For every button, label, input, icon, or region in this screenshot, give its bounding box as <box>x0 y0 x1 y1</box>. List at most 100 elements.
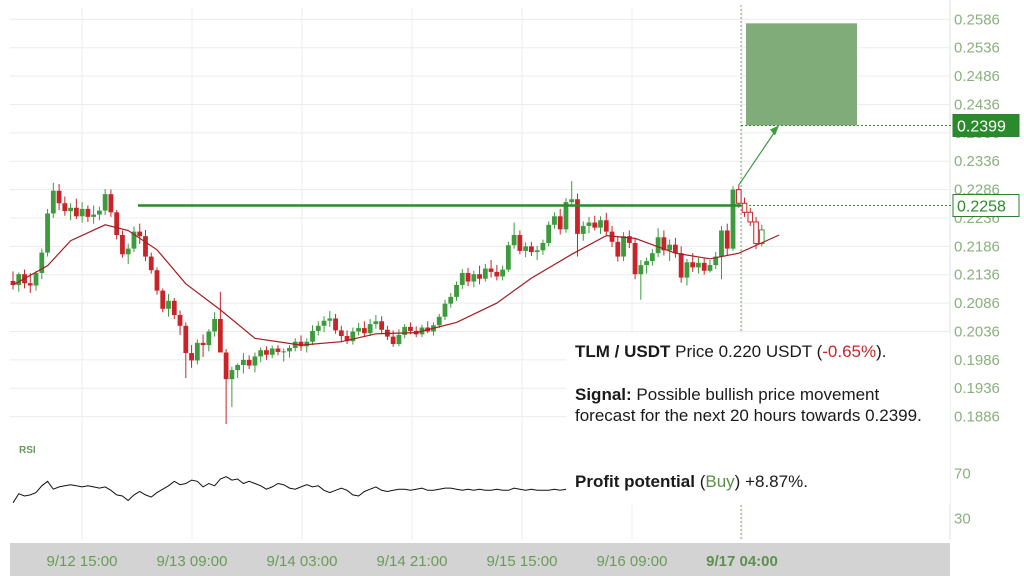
y-tick-label: 0.2536 <box>954 40 1000 57</box>
candle-body <box>39 252 45 274</box>
y-tick-label: 0.2436 <box>954 96 1000 113</box>
candle-body <box>638 265 644 275</box>
candle-body <box>632 242 638 275</box>
candle-body <box>511 235 517 246</box>
candle-body <box>120 235 125 255</box>
candle-body <box>408 326 413 331</box>
profit-open: ( <box>699 472 706 491</box>
candle-body <box>735 189 742 204</box>
candle-body <box>396 334 402 344</box>
y-tick-label: 0.2336 <box>954 153 1000 170</box>
candle-body <box>246 359 252 366</box>
candle-body <box>298 341 304 347</box>
candle-body <box>356 328 361 332</box>
candle-body <box>696 262 701 268</box>
candle-body <box>79 208 85 217</box>
rsi-tick-label: 30 <box>954 511 971 528</box>
candle-body <box>367 324 373 334</box>
candle-body <box>50 190 56 214</box>
moving-average-layer <box>12 224 780 346</box>
candle-body <box>684 262 690 278</box>
candle-body <box>505 245 511 270</box>
candle-body <box>494 271 500 277</box>
candle-body <box>644 261 649 266</box>
candle-body <box>321 320 327 326</box>
profit-action: Buy <box>705 472 735 491</box>
candle-body <box>154 270 160 291</box>
candle-body <box>333 318 338 331</box>
candle-body <box>730 189 736 249</box>
candle-body <box>552 216 557 225</box>
candle-body <box>448 296 454 304</box>
candle-body <box>68 207 73 212</box>
y-tick-label: 0.2486 <box>954 68 1000 85</box>
rsi-label: RSI <box>19 445 36 456</box>
candle-body <box>310 330 315 342</box>
candle-body <box>390 336 396 344</box>
candle-body <box>500 269 505 277</box>
candle-body <box>759 229 765 245</box>
candle-body <box>580 225 586 234</box>
price-change: -0.65% <box>822 342 877 361</box>
price-word: Price <box>675 342 714 361</box>
candle-body <box>747 211 754 223</box>
candle-body <box>563 202 569 230</box>
candle-body <box>713 256 719 266</box>
candle-body <box>477 274 482 279</box>
moving-average-line <box>12 224 780 346</box>
candle-body <box>465 273 471 282</box>
price-line: TLM / USDT Price 0.220 USDT (-0.65%). <box>575 341 944 362</box>
candle-body <box>137 231 143 237</box>
y-tick-label: 0.1936 <box>954 380 1000 397</box>
candle-body <box>741 202 748 213</box>
candle-body <box>575 199 580 234</box>
x-tick-label: 9/12 15:00 <box>47 553 118 570</box>
candle-body <box>91 214 97 217</box>
candle-body <box>194 342 200 361</box>
signal-line: Signal: Possible bullish price movement … <box>575 384 944 426</box>
candle-body <box>327 318 333 321</box>
profit-label: Profit potential <box>575 472 695 491</box>
candle-body <box>212 319 217 332</box>
y-tick-label: 0.2136 <box>954 267 1000 284</box>
candle-body <box>586 222 592 226</box>
candle-body <box>626 236 632 243</box>
candle-body <box>27 283 33 286</box>
candle-body <box>361 328 367 334</box>
candle-body <box>707 265 713 271</box>
signal-label: Signal: <box>575 385 632 404</box>
y-tick-label: 0.1886 <box>954 409 1000 426</box>
candle-body <box>183 325 189 354</box>
change-open: ( <box>816 342 823 361</box>
pair-name: TLM / USDT <box>575 342 671 361</box>
candle-body <box>143 236 148 257</box>
signal-info-box: TLM / USDT Price 0.220 USDT (-0.65%). Si… <box>566 333 950 505</box>
candle-body <box>540 242 546 251</box>
candle-body <box>108 194 114 213</box>
x-tick-label: 9/15 15:00 <box>487 553 558 570</box>
x-axis-layer: 9/12 15:00 9/13 09:00 9/14 03:00 9/14 21:00… <box>10 543 950 576</box>
candle-body <box>436 316 442 326</box>
candle-body <box>724 230 730 249</box>
candle-body <box>252 356 258 366</box>
candle-body <box>235 364 241 371</box>
candle-body <box>454 284 459 297</box>
forecast-arrow-line <box>738 128 778 186</box>
y-tick-label: 0.1986 <box>954 352 1000 369</box>
x-tick-label: 9/13 09:00 <box>157 553 228 570</box>
x-axis-band <box>10 543 950 576</box>
candle-body <box>667 244 673 251</box>
candle-body <box>206 331 212 346</box>
rsi-line <box>12 476 664 504</box>
candle-body <box>598 220 603 228</box>
profit-close: ) <box>734 472 741 491</box>
candle-body <box>304 341 310 347</box>
price-value: 0.220 USDT <box>718 342 812 361</box>
candle-body <box>131 231 137 249</box>
candle-body <box>488 268 494 272</box>
y-tick-label: 0.2186 <box>954 238 1000 255</box>
target-price-tag-text: 0.2399 <box>957 118 1006 135</box>
candle-body <box>379 321 385 330</box>
candle-body <box>529 246 534 253</box>
